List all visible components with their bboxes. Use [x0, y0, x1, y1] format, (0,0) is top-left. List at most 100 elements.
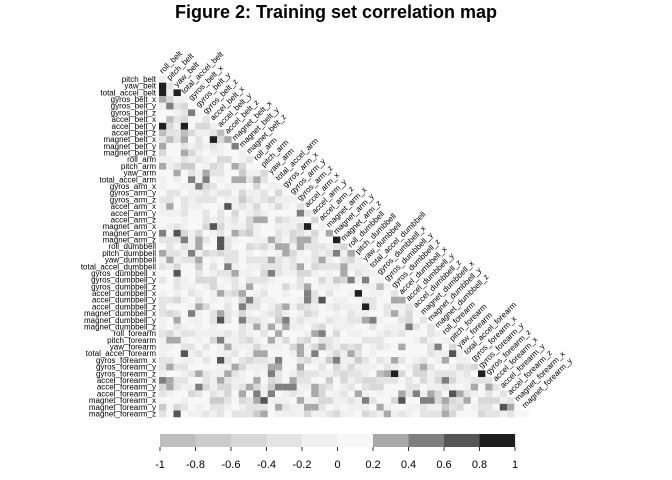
heatmap-cell — [463, 410, 471, 418]
heatmap-cell — [275, 410, 283, 418]
heatmap-cell — [217, 249, 225, 257]
heatmap-cell — [202, 356, 210, 364]
heatmap-cell — [231, 296, 239, 304]
heatmap-cell — [173, 370, 181, 378]
row-label: accel_dumbbell_y — [92, 296, 156, 305]
heatmap-cell — [412, 383, 421, 391]
heatmap-cell — [441, 390, 450, 398]
heatmap-cell — [383, 323, 392, 331]
heatmap-cell — [195, 356, 203, 364]
heatmap-cell — [246, 249, 254, 257]
heatmap-cell — [304, 316, 312, 324]
heatmap-cell — [195, 323, 203, 331]
heatmap-cell — [159, 377, 167, 384]
heatmap-cell — [383, 397, 392, 404]
heatmap-cell — [391, 336, 399, 344]
heatmap-cell — [449, 370, 457, 378]
heatmap-cell — [166, 169, 174, 177]
heatmap-cell — [238, 189, 247, 197]
heatmap-cell — [224, 377, 232, 384]
heatmap-cell — [253, 330, 261, 338]
heatmap-cell — [188, 330, 196, 338]
heatmap-cell — [267, 390, 276, 398]
heatmap-cell — [282, 410, 290, 418]
heatmap-cell — [267, 330, 276, 338]
heatmap-cell — [304, 296, 312, 304]
heatmap-cell — [311, 303, 319, 311]
heatmap-cell — [275, 296, 283, 304]
row-label: yaw_forearm — [110, 343, 157, 352]
heatmap-cell — [231, 209, 239, 217]
heatmap-cell — [253, 343, 261, 351]
heatmap-cell — [231, 276, 239, 284]
legend-tick-label: -0.6 — [222, 459, 241, 471]
heatmap-cell — [188, 383, 196, 391]
legend-swatch — [302, 434, 338, 447]
heatmap-cell — [188, 343, 196, 351]
heatmap-cell — [231, 270, 239, 277]
heatmap-cell — [217, 169, 225, 177]
heatmap-cell — [318, 370, 326, 378]
heatmap-cell — [289, 296, 297, 304]
heatmap-cell — [275, 336, 283, 344]
heatmap-cell — [362, 383, 370, 391]
heatmap-cell — [340, 403, 348, 411]
heatmap-cell — [333, 276, 341, 284]
heatmap-cell — [188, 290, 196, 297]
heatmap-cell — [173, 236, 181, 244]
heatmap-cell — [325, 256, 334, 264]
heatmap-cell — [420, 363, 428, 371]
heatmap-cell — [289, 229, 297, 237]
heatmap-cell — [304, 249, 312, 257]
heatmap-cell — [347, 270, 355, 277]
heatmap-cell — [166, 323, 174, 331]
heatmap-cell — [311, 390, 319, 398]
heatmap-cell — [470, 377, 479, 384]
heatmap-cell — [202, 310, 210, 317]
heatmap-cell — [166, 370, 174, 378]
heatmap-cell — [246, 310, 254, 317]
legend-swatch — [195, 434, 232, 447]
row-label: accel_forearm_y — [97, 383, 156, 392]
heatmap-cell — [347, 336, 355, 344]
heatmap-cell — [325, 229, 334, 237]
heatmap-cell — [369, 377, 377, 384]
heatmap-cell — [412, 330, 421, 338]
row-label: total_accel_belt — [100, 88, 156, 97]
heatmap-cell — [478, 383, 486, 391]
heatmap-cell — [159, 303, 167, 311]
heatmap-cell — [217, 410, 225, 418]
heatmap-cell — [246, 236, 254, 244]
heatmap-cell — [195, 116, 203, 123]
heatmap-cell — [173, 102, 181, 110]
heatmap-cell — [267, 343, 276, 351]
heatmap-cell — [347, 356, 355, 364]
heatmap-cell — [224, 142, 232, 150]
heatmap-cell — [398, 363, 406, 371]
heatmap-cell — [188, 136, 196, 143]
legend-tick-label: -0.2 — [293, 459, 312, 471]
heatmap-cell — [398, 323, 406, 331]
heatmap-cell — [289, 203, 297, 210]
heatmap-cell — [260, 290, 268, 297]
heatmap-cell — [275, 216, 283, 224]
heatmap-cell — [282, 390, 290, 398]
heatmap-cell — [383, 403, 392, 411]
heatmap-cell — [311, 316, 319, 324]
heatmap-cell — [224, 169, 232, 177]
heatmap-cell — [195, 263, 203, 271]
heatmap-cell — [289, 276, 297, 284]
heatmap-cell — [362, 363, 370, 371]
heatmap-cell — [325, 350, 334, 358]
heatmap-cell — [333, 410, 341, 418]
heatmap-cell — [296, 263, 305, 271]
heatmap-cell — [188, 196, 196, 204]
heatmap-cell — [246, 176, 254, 184]
heatmap-cell — [195, 316, 203, 324]
heatmap-cell — [173, 116, 181, 123]
heatmap-cell — [376, 276, 384, 284]
heatmap-cell — [253, 290, 261, 297]
row-label: yaw_belt — [124, 82, 156, 91]
heatmap-cell — [289, 350, 297, 358]
heatmap-cell — [209, 263, 218, 271]
